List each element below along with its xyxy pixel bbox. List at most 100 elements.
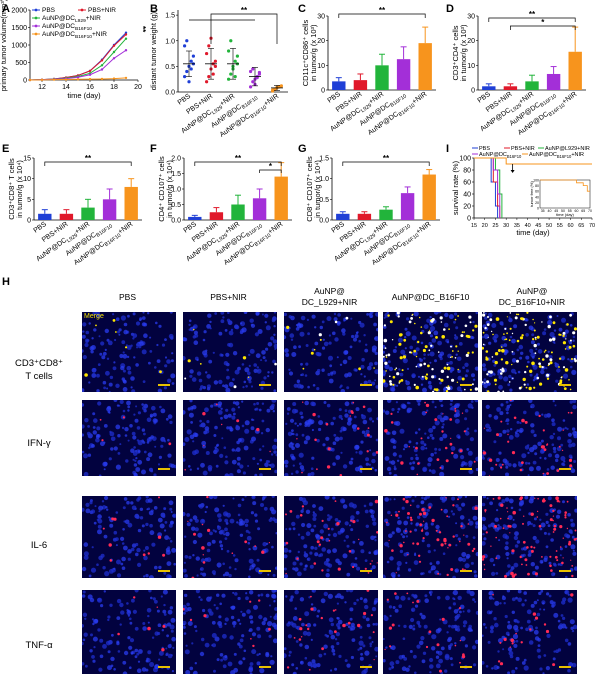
nucleus-dot: [570, 518, 574, 522]
nucleus-dot: [204, 642, 210, 648]
nucleus-dot: [208, 496, 214, 500]
nucleus-dot: [273, 333, 276, 336]
nucleus-dot: [219, 529, 225, 535]
signal-dot: [231, 552, 234, 554]
nucleus-dot: [250, 511, 254, 515]
nucleus-dot: [127, 636, 131, 640]
nucleus-dot: [103, 386, 106, 390]
nucleus-dot: [507, 671, 511, 674]
nucleus-dot: [434, 406, 437, 409]
nucleus-dot: [413, 312, 419, 317]
nucleus-dot: [418, 640, 424, 646]
panel-d-bar: [482, 86, 496, 90]
signal-dot: [376, 531, 378, 534]
signal-dot: [336, 522, 340, 526]
nucleus-dot: [414, 604, 419, 608]
nucleus-dot: [239, 622, 242, 625]
nucleus-dot: [312, 512, 317, 518]
tile-image: [383, 496, 478, 578]
signal-dot: [420, 331, 423, 335]
signal-dot: [407, 554, 409, 556]
nucleus-dot: [215, 606, 219, 610]
nucleus-dot: [346, 572, 351, 577]
nucleus-dot: [366, 313, 369, 316]
nucleus-dot: [237, 513, 241, 517]
nucleus-dot: [410, 607, 416, 612]
charts-canvas: A B C D E F G I 0500100015002000primary …: [0, 0, 595, 268]
nucleus-dot: [311, 456, 315, 460]
nucleus-dot: [254, 519, 259, 523]
signal-dot: [459, 661, 461, 664]
nucleus-dot: [519, 427, 524, 433]
nucleus-dot: [496, 407, 501, 412]
nucleus-dot: [412, 352, 415, 355]
nucleus-dot: [349, 524, 351, 527]
nucleus-dot: [443, 322, 449, 328]
nucleus-dot: [533, 433, 537, 437]
signal-dot: [500, 420, 503, 423]
nucleus-dot: [470, 400, 474, 403]
nucleus-dot: [387, 400, 392, 403]
nucleus-dot: [517, 370, 521, 374]
nucleus-dot: [539, 456, 542, 459]
signal-dot: [461, 654, 466, 659]
nucleus-dot: [284, 547, 289, 553]
nucleus-dot: [122, 351, 125, 354]
nucleus-dot: [287, 621, 291, 624]
nucleus-dot: [482, 471, 486, 476]
nucleus-dot: [330, 622, 334, 627]
nucleus-dot: [349, 617, 353, 621]
nucleus-dot: [274, 348, 277, 350]
nucleus-dot: [97, 529, 102, 535]
nucleus-dot: [144, 546, 149, 550]
nucleus-dot: [457, 375, 463, 381]
nucleus-dot: [129, 638, 135, 643]
nucleus-dot: [483, 378, 487, 381]
nucleus-dot: [256, 626, 261, 631]
nucleus-dot: [350, 655, 354, 660]
nucleus-dot: [273, 438, 277, 443]
nucleus-dot: [537, 342, 540, 346]
nucleus-dot: [238, 660, 243, 665]
nucleus-dot: [502, 533, 508, 539]
nucleus-dot: [487, 312, 493, 318]
panel-d-significance-label: **: [529, 10, 536, 19]
nucleus-dot: [466, 427, 470, 431]
nucleus-dot: [156, 359, 161, 363]
nucleus-dot: [470, 561, 474, 565]
nucleus-dot: [549, 331, 555, 338]
nucleus-dot: [265, 427, 270, 433]
panel-f-bar: [231, 204, 245, 220]
nucleus-dot: [185, 670, 191, 674]
panel-i-legend-label: PBS+NIR: [511, 146, 535, 152]
nucleus-dot: [305, 362, 309, 366]
nucleus-dot: [218, 615, 222, 619]
panel-i-ytick-label: 20: [463, 204, 471, 211]
nucleus-dot: [511, 597, 516, 602]
nucleus-dot: [183, 356, 186, 361]
panel-i-xtick-label: 50: [546, 223, 552, 229]
nucleus-dot: [359, 322, 365, 328]
nucleus-dot: [429, 664, 434, 669]
signal-dot: [542, 472, 545, 475]
nucleus-dot: [358, 339, 361, 343]
signal-dot: [524, 323, 527, 327]
signal-dot: [546, 472, 549, 475]
nucleus-dot: [555, 458, 559, 463]
signal-dot: [387, 314, 390, 317]
nucleus-dot: [301, 373, 304, 376]
nucleus-dot: [291, 429, 294, 432]
signal-dot: [538, 524, 542, 528]
nucleus-dot: [453, 609, 459, 614]
signal-dot: [509, 400, 512, 402]
nucleus-dot: [237, 596, 241, 601]
nucleus-dot: [417, 402, 421, 406]
nucleus-dot: [354, 557, 358, 560]
nucleus-dot: [222, 504, 225, 507]
nucleus-dot: [97, 363, 101, 366]
panel-label-e: E: [2, 143, 9, 155]
nucleus-dot: [310, 401, 315, 407]
nucleus-dot: [224, 518, 229, 523]
scale-bar: [158, 666, 170, 668]
nucleus-dot: [170, 629, 174, 633]
